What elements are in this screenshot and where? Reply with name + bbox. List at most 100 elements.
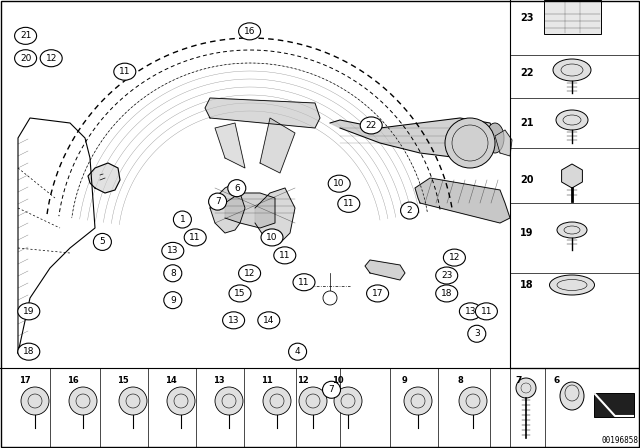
Text: 15: 15 [234,289,246,298]
Ellipse shape [556,110,588,130]
Text: 8: 8 [170,269,175,278]
Ellipse shape [444,249,465,266]
Ellipse shape [323,381,340,398]
Ellipse shape [274,247,296,264]
Circle shape [404,387,432,415]
Circle shape [263,387,291,415]
Ellipse shape [293,274,315,291]
Text: 7: 7 [215,197,220,206]
Ellipse shape [239,265,260,282]
Ellipse shape [468,325,486,342]
Ellipse shape [436,267,458,284]
Polygon shape [205,98,320,128]
Text: 20: 20 [20,54,31,63]
Text: 23: 23 [441,271,452,280]
Ellipse shape [476,303,497,320]
Ellipse shape [460,303,481,320]
Ellipse shape [560,382,584,410]
Circle shape [215,387,243,415]
Text: 6: 6 [554,376,560,385]
Circle shape [459,387,487,415]
Text: 19: 19 [23,307,35,316]
Ellipse shape [40,50,62,67]
Circle shape [69,387,97,415]
Text: 22: 22 [365,121,377,130]
Circle shape [334,387,362,415]
Text: 7: 7 [515,376,522,385]
Ellipse shape [557,222,587,238]
Ellipse shape [436,285,458,302]
Text: 22: 22 [520,68,534,78]
Ellipse shape [162,242,184,259]
Text: 13: 13 [228,316,239,325]
Text: 19: 19 [520,228,534,238]
Ellipse shape [209,193,227,210]
Polygon shape [255,188,295,243]
Ellipse shape [228,180,246,197]
Circle shape [516,378,536,398]
Ellipse shape [553,59,591,81]
Text: 11: 11 [189,233,201,242]
Ellipse shape [18,303,40,320]
Text: 4: 4 [295,347,300,356]
Ellipse shape [184,229,206,246]
Circle shape [167,387,195,415]
Ellipse shape [164,292,182,309]
Text: 17: 17 [372,289,383,298]
Ellipse shape [239,23,260,40]
Text: 11: 11 [261,376,273,385]
Text: 21: 21 [20,31,31,40]
Text: 18: 18 [520,280,534,290]
Ellipse shape [93,233,111,250]
Circle shape [445,118,495,168]
Circle shape [119,387,147,415]
Text: 13: 13 [167,246,179,255]
Ellipse shape [367,285,388,302]
Text: 9: 9 [170,296,175,305]
Ellipse shape [360,117,382,134]
Ellipse shape [550,275,595,295]
Polygon shape [365,260,405,280]
Text: 10: 10 [333,179,345,188]
Text: 23: 23 [520,13,534,23]
Text: 17: 17 [19,376,31,385]
Ellipse shape [15,50,36,67]
Text: 14: 14 [165,376,177,385]
FancyBboxPatch shape [594,393,634,417]
Text: 1: 1 [180,215,185,224]
Ellipse shape [164,265,182,282]
Text: 8: 8 [457,376,463,385]
Circle shape [299,387,327,415]
Ellipse shape [15,27,36,44]
Text: 12: 12 [45,54,57,63]
Ellipse shape [223,312,244,329]
Text: 11: 11 [119,67,131,76]
Text: 11: 11 [298,278,310,287]
Ellipse shape [338,195,360,212]
Polygon shape [415,178,510,223]
Text: 10: 10 [266,233,278,242]
Text: 12: 12 [244,269,255,278]
Circle shape [21,387,49,415]
Polygon shape [215,123,245,168]
Ellipse shape [289,343,307,360]
Text: 11: 11 [343,199,355,208]
Text: 12: 12 [297,376,308,385]
Ellipse shape [173,211,191,228]
Ellipse shape [486,123,504,153]
Text: 10: 10 [332,376,344,385]
Text: 5: 5 [100,237,105,246]
Text: 12: 12 [449,253,460,262]
Ellipse shape [229,285,251,302]
Text: 13: 13 [213,376,225,385]
Text: 20: 20 [520,175,534,185]
Text: 3: 3 [474,329,479,338]
Polygon shape [210,183,245,233]
Text: 00196858: 00196858 [601,436,638,445]
Ellipse shape [114,63,136,80]
Text: 9: 9 [402,376,408,385]
Text: 2: 2 [407,206,412,215]
Ellipse shape [18,343,40,360]
Text: 14: 14 [263,316,275,325]
Ellipse shape [261,229,283,246]
